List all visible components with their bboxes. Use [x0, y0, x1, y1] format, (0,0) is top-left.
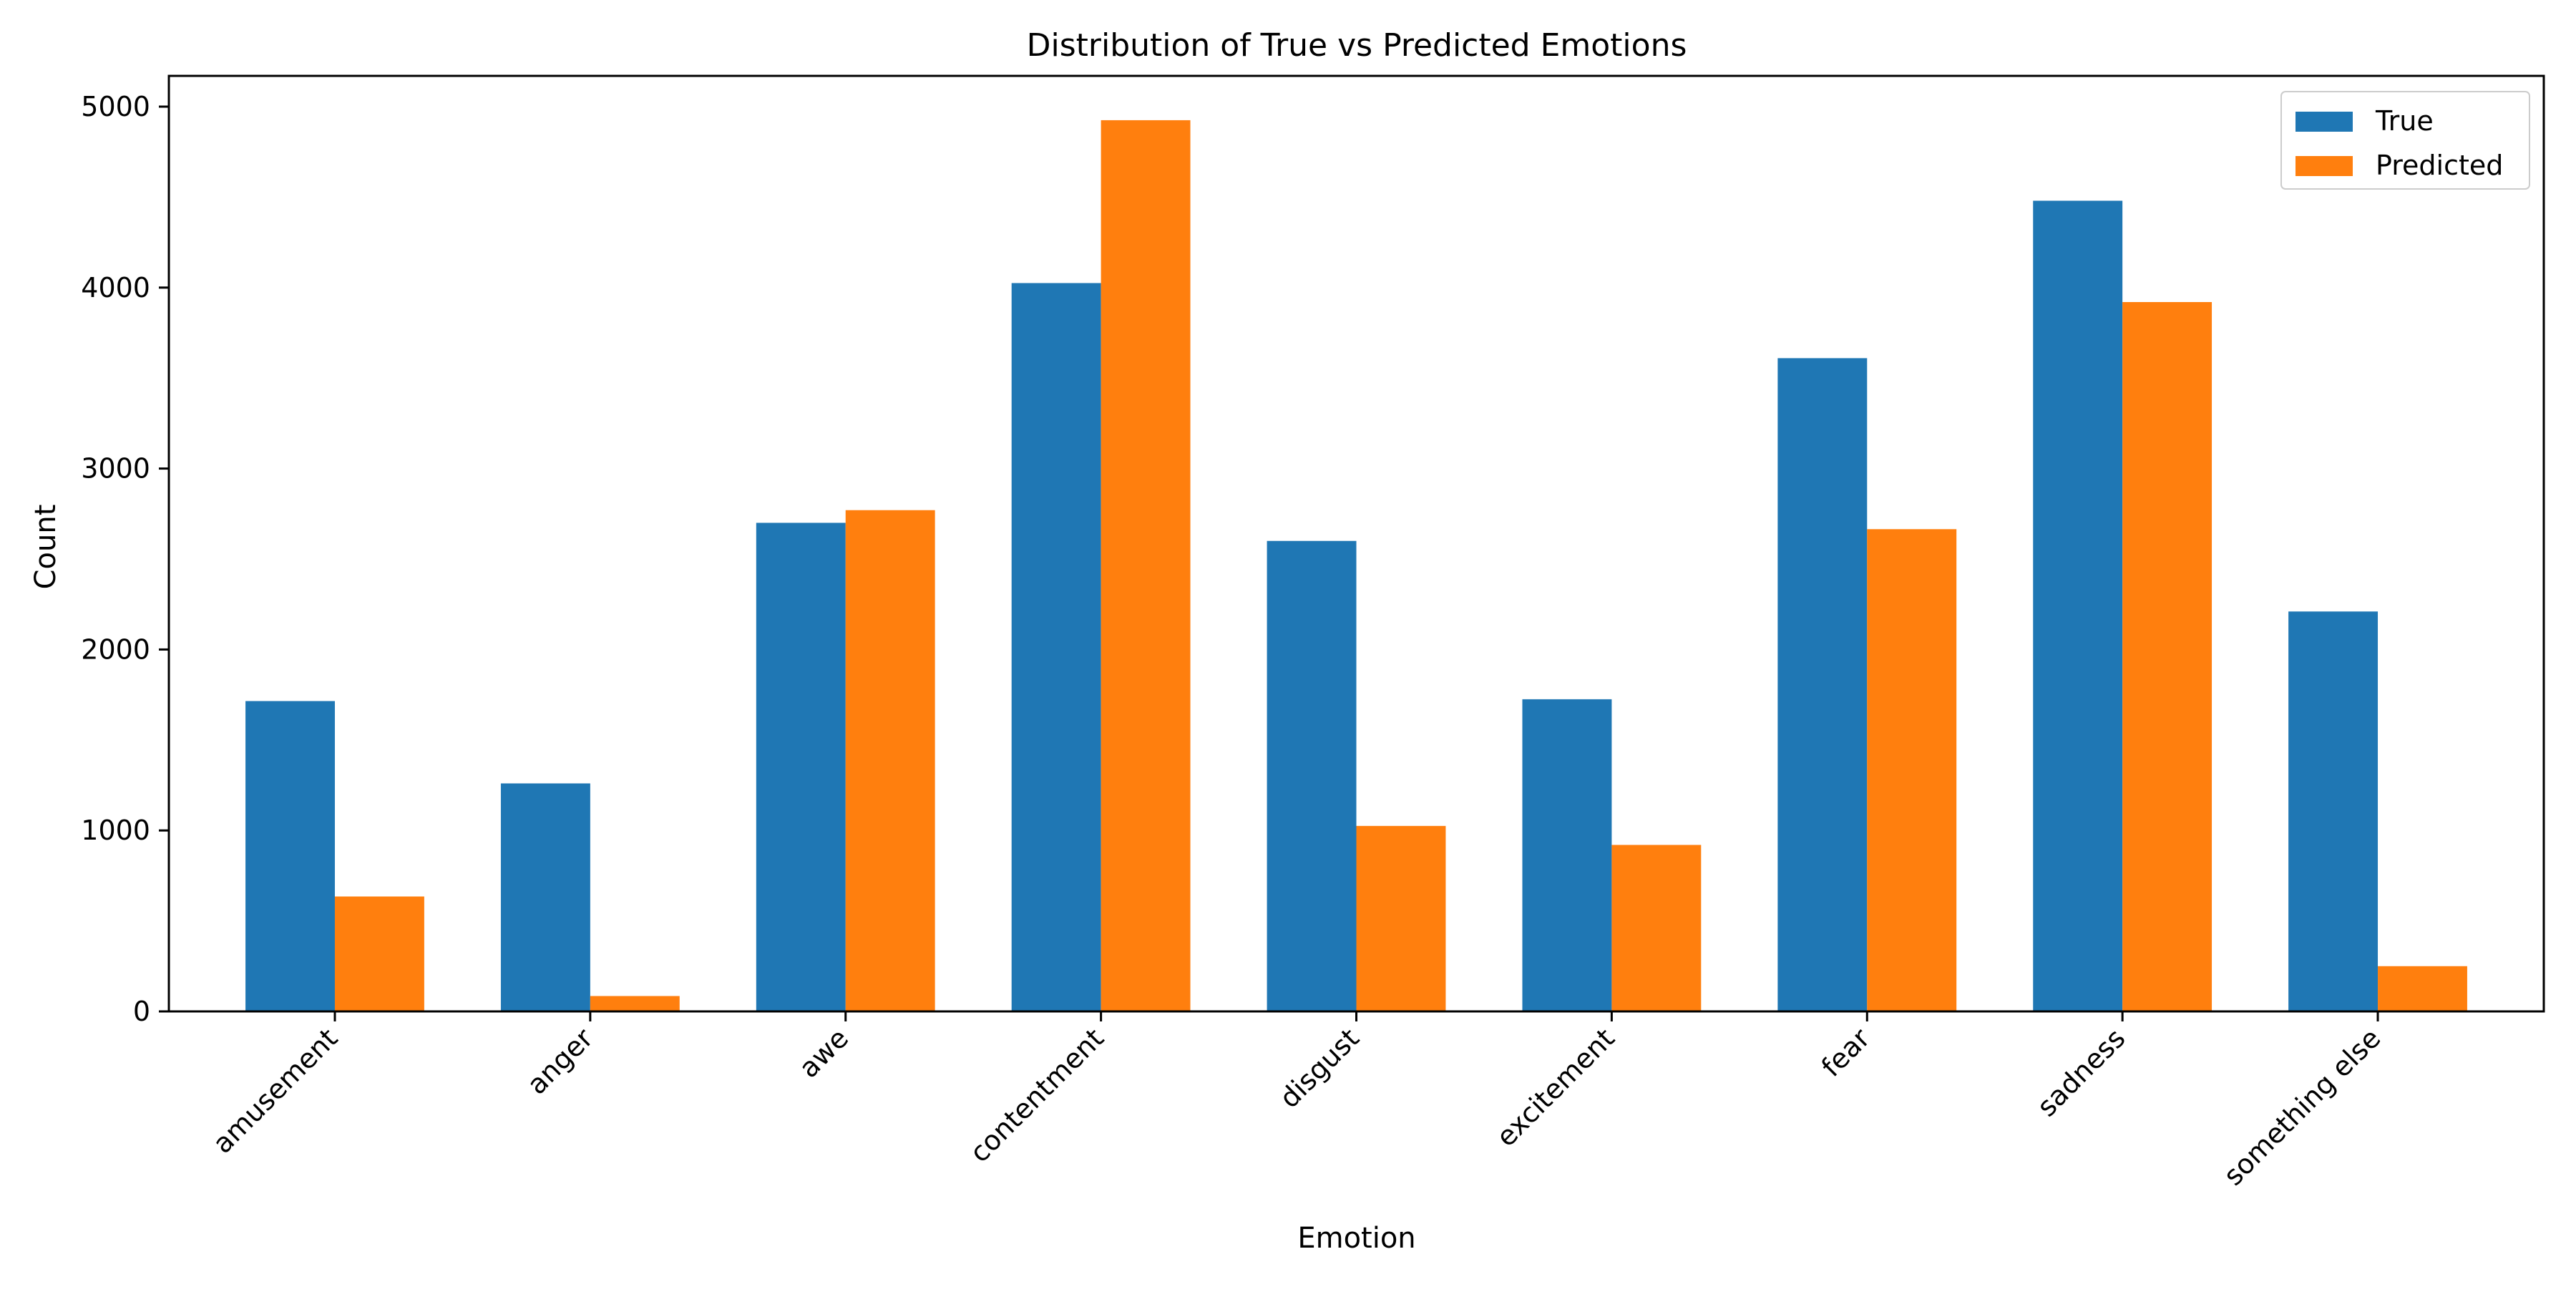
x-tick-label: amusement: [207, 1022, 344, 1160]
x-tick-label: something else: [2218, 1022, 2386, 1191]
y-axis-label: Count: [29, 505, 62, 590]
y-tick-label: 5000: [81, 91, 150, 122]
bar-predicted-sadness: [2122, 302, 2212, 1011]
bar-true-excitement: [1522, 699, 1612, 1011]
bar-predicted-excitement: [1611, 845, 1702, 1011]
bars-layer: [245, 120, 2467, 1012]
bar-true-anger: [500, 783, 590, 1011]
y-axis: 0 1000 2000 3000 4000 5000: [81, 91, 169, 1027]
chart-title: Distribution of True vs Predicted Emotio…: [1027, 27, 1687, 64]
x-tick-label: anger: [521, 1022, 600, 1101]
y-tick-label: 2000: [81, 633, 150, 665]
x-tick-label: disgust: [1274, 1022, 1365, 1114]
x-tick-label: sadness: [2031, 1022, 2131, 1122]
y-tick-label: 0: [133, 996, 150, 1027]
y-tick-label: 4000: [81, 272, 150, 303]
bar-true-fear: [1777, 358, 1868, 1011]
bar-predicted-disgust: [1356, 825, 1446, 1011]
bar-true-contentment: [1011, 283, 1101, 1011]
y-tick-label: 3000: [81, 453, 150, 485]
bar-true-awe: [756, 523, 846, 1011]
bar-true-disgust: [1267, 540, 1357, 1011]
x-tick-label: excitement: [1491, 1022, 1621, 1152]
legend-swatch-true: [2296, 112, 2353, 132]
y-tick-label: 1000: [81, 815, 150, 846]
bar-true-amusement: [245, 701, 335, 1011]
bar-true-sadness: [2033, 200, 2123, 1012]
x-tick-label: contentment: [964, 1022, 1110, 1168]
bar-true-something-else: [2288, 611, 2379, 1011]
legend-swatch-predicted: [2296, 156, 2353, 176]
x-axis-label: Emotion: [1297, 1222, 1415, 1255]
x-tick-label: fear: [1815, 1022, 1876, 1083]
bar-predicted-contentment: [1101, 120, 1191, 1011]
x-tick-label: awe: [793, 1022, 854, 1084]
bar-predicted-awe: [845, 510, 935, 1011]
legend: True Predicted: [2280, 91, 2530, 190]
bar-predicted-fear: [1867, 529, 1957, 1011]
bar-predicted-amusement: [334, 896, 424, 1011]
x-axis: amusement anger awe contentment disgust excit…: [207, 1011, 2386, 1192]
bar-predicted-something-else: [2378, 966, 2467, 1011]
legend-label-true: True: [2375, 105, 2434, 137]
bar-predicted-anger: [590, 996, 680, 1011]
legend-label-predicted: Predicted: [2376, 150, 2503, 181]
plot-frame: [167, 74, 2545, 1013]
